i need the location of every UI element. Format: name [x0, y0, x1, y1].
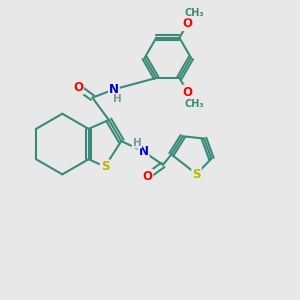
Text: N: N	[139, 145, 148, 158]
Text: O: O	[73, 81, 83, 94]
Text: H: H	[133, 138, 141, 148]
Text: O: O	[183, 17, 193, 30]
Text: S: S	[101, 160, 109, 173]
Text: N: N	[109, 83, 119, 96]
Text: S: S	[192, 168, 201, 181]
Text: CH₃: CH₃	[184, 99, 204, 109]
Text: H: H	[113, 94, 122, 104]
Text: CH₃: CH₃	[184, 8, 204, 18]
Text: O: O	[183, 85, 193, 99]
Text: O: O	[142, 170, 152, 183]
